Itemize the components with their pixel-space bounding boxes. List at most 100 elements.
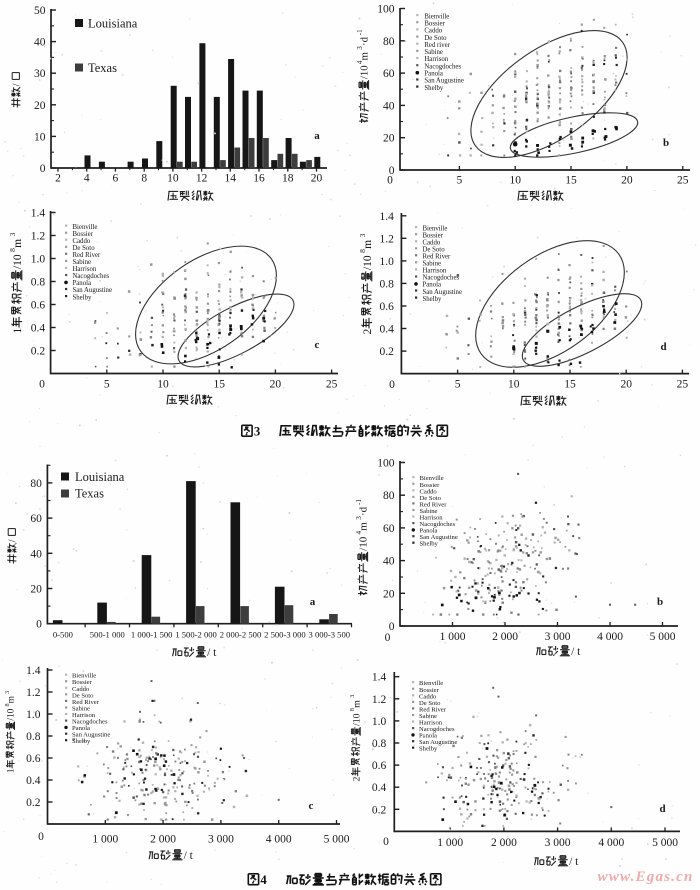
svg-text:Harrison: Harrison <box>420 515 444 522</box>
svg-text:15: 15 <box>213 379 225 391</box>
svg-text:4 000: 4 000 <box>597 631 623 643</box>
svg-text:2 000: 2 000 <box>150 834 176 846</box>
svg-text:Caddo: Caddo <box>73 238 91 245</box>
svg-text:15: 15 <box>565 175 577 187</box>
svg-text:/ t: / t <box>207 647 217 659</box>
svg-text:20: 20 <box>34 100 46 112</box>
svg-text:40: 40 <box>30 548 42 560</box>
svg-text:0.4: 0.4 <box>372 782 387 794</box>
svg-text:0.2: 0.2 <box>31 346 46 358</box>
svg-text:3: 3 <box>8 232 17 236</box>
svg-text:1: 1 <box>7 768 17 773</box>
svg-text:Sabine: Sabine <box>424 49 443 56</box>
svg-text:Shelby: Shelby <box>424 85 443 92</box>
svg-text:Panola: Panola <box>423 282 442 289</box>
svg-text:De Soto: De Soto <box>73 245 96 252</box>
svg-text:c: c <box>309 800 314 812</box>
svg-text:10: 10 <box>34 131 46 143</box>
svg-text:20: 20 <box>270 379 282 391</box>
svg-text:2: 2 <box>55 173 61 185</box>
svg-text:m: m <box>351 700 362 708</box>
svg-text:Red River: Red River <box>419 706 447 713</box>
svg-text:0: 0 <box>36 619 42 631</box>
svg-text:0: 0 <box>385 632 391 644</box>
svg-text:Sabine: Sabine <box>419 713 437 720</box>
svg-text:Bienville: Bienville <box>420 475 444 482</box>
svg-text:San Augustine: San Augustine <box>420 534 458 541</box>
svg-text:1 000: 1 000 <box>437 837 463 849</box>
svg-text:3: 3 <box>349 695 356 698</box>
svg-text:1 000: 1 000 <box>92 834 118 846</box>
svg-text:2 000: 2 000 <box>492 631 518 643</box>
svg-text:-1: -1 <box>355 499 363 505</box>
svg-text:Bienville: Bienville <box>73 224 98 231</box>
svg-text:0: 0 <box>383 836 389 848</box>
svg-text:4: 4 <box>356 60 364 64</box>
svg-text:Bossier: Bossier <box>419 687 440 694</box>
svg-text:Bienville: Bienville <box>423 225 448 232</box>
svg-text:m: m <box>358 522 370 531</box>
svg-text:/10: /10 <box>7 708 17 720</box>
svg-text:Nacogdoches: Nacogdoches <box>424 63 461 70</box>
svg-text:Nacogdoches: Nacogdoches <box>73 273 110 280</box>
svg-text:16: 16 <box>253 173 265 185</box>
svg-text:Harrison: Harrison <box>72 712 96 719</box>
svg-text:3 000-3 500: 3 000-3 500 <box>309 630 351 640</box>
svg-text:/ t: / t <box>569 856 579 868</box>
svg-text:3: 3 <box>4 691 11 694</box>
svg-text:b: b <box>657 596 663 608</box>
svg-text:1.4: 1.4 <box>31 208 46 220</box>
svg-text:b: b <box>663 137 669 149</box>
svg-text:Caddo: Caddo <box>424 28 442 35</box>
svg-text:0.6: 0.6 <box>31 300 46 312</box>
svg-text:Harrison: Harrison <box>423 268 447 275</box>
svg-text:a: a <box>310 596 316 608</box>
svg-text:4: 4 <box>355 531 363 535</box>
svg-text:Nacogdoches: Nacogdoches <box>423 275 460 282</box>
svg-text:Caddo: Caddo <box>420 488 438 495</box>
svg-text:20: 20 <box>383 133 395 145</box>
svg-text:1 500-2 000: 1 500-2 000 <box>175 630 217 640</box>
svg-text:20: 20 <box>620 379 632 391</box>
svg-text:-1: -1 <box>356 29 364 35</box>
svg-text:www.Egas.cn: www.Egas.cn <box>598 868 694 885</box>
svg-text:Sabine: Sabine <box>420 508 438 515</box>
svg-text:12: 12 <box>196 173 208 185</box>
svg-text:0.6: 0.6 <box>380 301 395 313</box>
svg-text:San Augustine: San Augustine <box>73 287 112 294</box>
svg-text:1: 1 <box>12 328 24 334</box>
svg-text:60: 60 <box>383 523 395 535</box>
svg-text:3 000: 3 000 <box>545 631 571 643</box>
svg-text:0.8: 0.8 <box>380 278 395 290</box>
svg-text:1.0: 1.0 <box>26 709 41 721</box>
svg-text:3 000: 3 000 <box>208 834 234 846</box>
svg-text:0: 0 <box>389 621 395 633</box>
svg-text:25: 25 <box>677 379 689 391</box>
svg-text:m: m <box>362 240 374 249</box>
svg-text:5 000: 5 000 <box>324 834 350 846</box>
svg-text:2 000: 2 000 <box>491 837 517 849</box>
svg-text:Shelby: Shelby <box>420 541 439 548</box>
svg-text:0.2: 0.2 <box>380 346 395 358</box>
svg-text:Nacogdoches: Nacogdoches <box>72 719 108 726</box>
svg-text:0.8: 0.8 <box>372 738 387 750</box>
svg-text:San Augustine: San Augustine <box>424 78 463 85</box>
svg-text:0.4: 0.4 <box>380 324 395 336</box>
svg-text:Panola: Panola <box>73 280 92 287</box>
svg-text:5 000: 5 000 <box>650 631 676 643</box>
svg-text:50: 50 <box>34 5 46 17</box>
svg-text:0.2: 0.2 <box>26 797 41 809</box>
svg-text:1.0: 1.0 <box>372 716 387 728</box>
svg-text:c: c <box>315 339 320 351</box>
svg-text:5 000: 5 000 <box>652 837 678 849</box>
svg-text:/10: /10 <box>358 536 370 551</box>
svg-text:Bossier: Bossier <box>423 232 444 239</box>
svg-text:Louisiana: Louisiana <box>75 470 125 484</box>
svg-text:San Augustine: San Augustine <box>423 289 462 296</box>
svg-text:3: 3 <box>254 424 260 438</box>
svg-text:Shelby: Shelby <box>72 738 91 745</box>
svg-text:1.2: 1.2 <box>380 233 395 245</box>
svg-text:Texas: Texas <box>75 487 104 501</box>
svg-text:Bienville: Bienville <box>424 13 449 20</box>
svg-text:8: 8 <box>141 173 147 185</box>
